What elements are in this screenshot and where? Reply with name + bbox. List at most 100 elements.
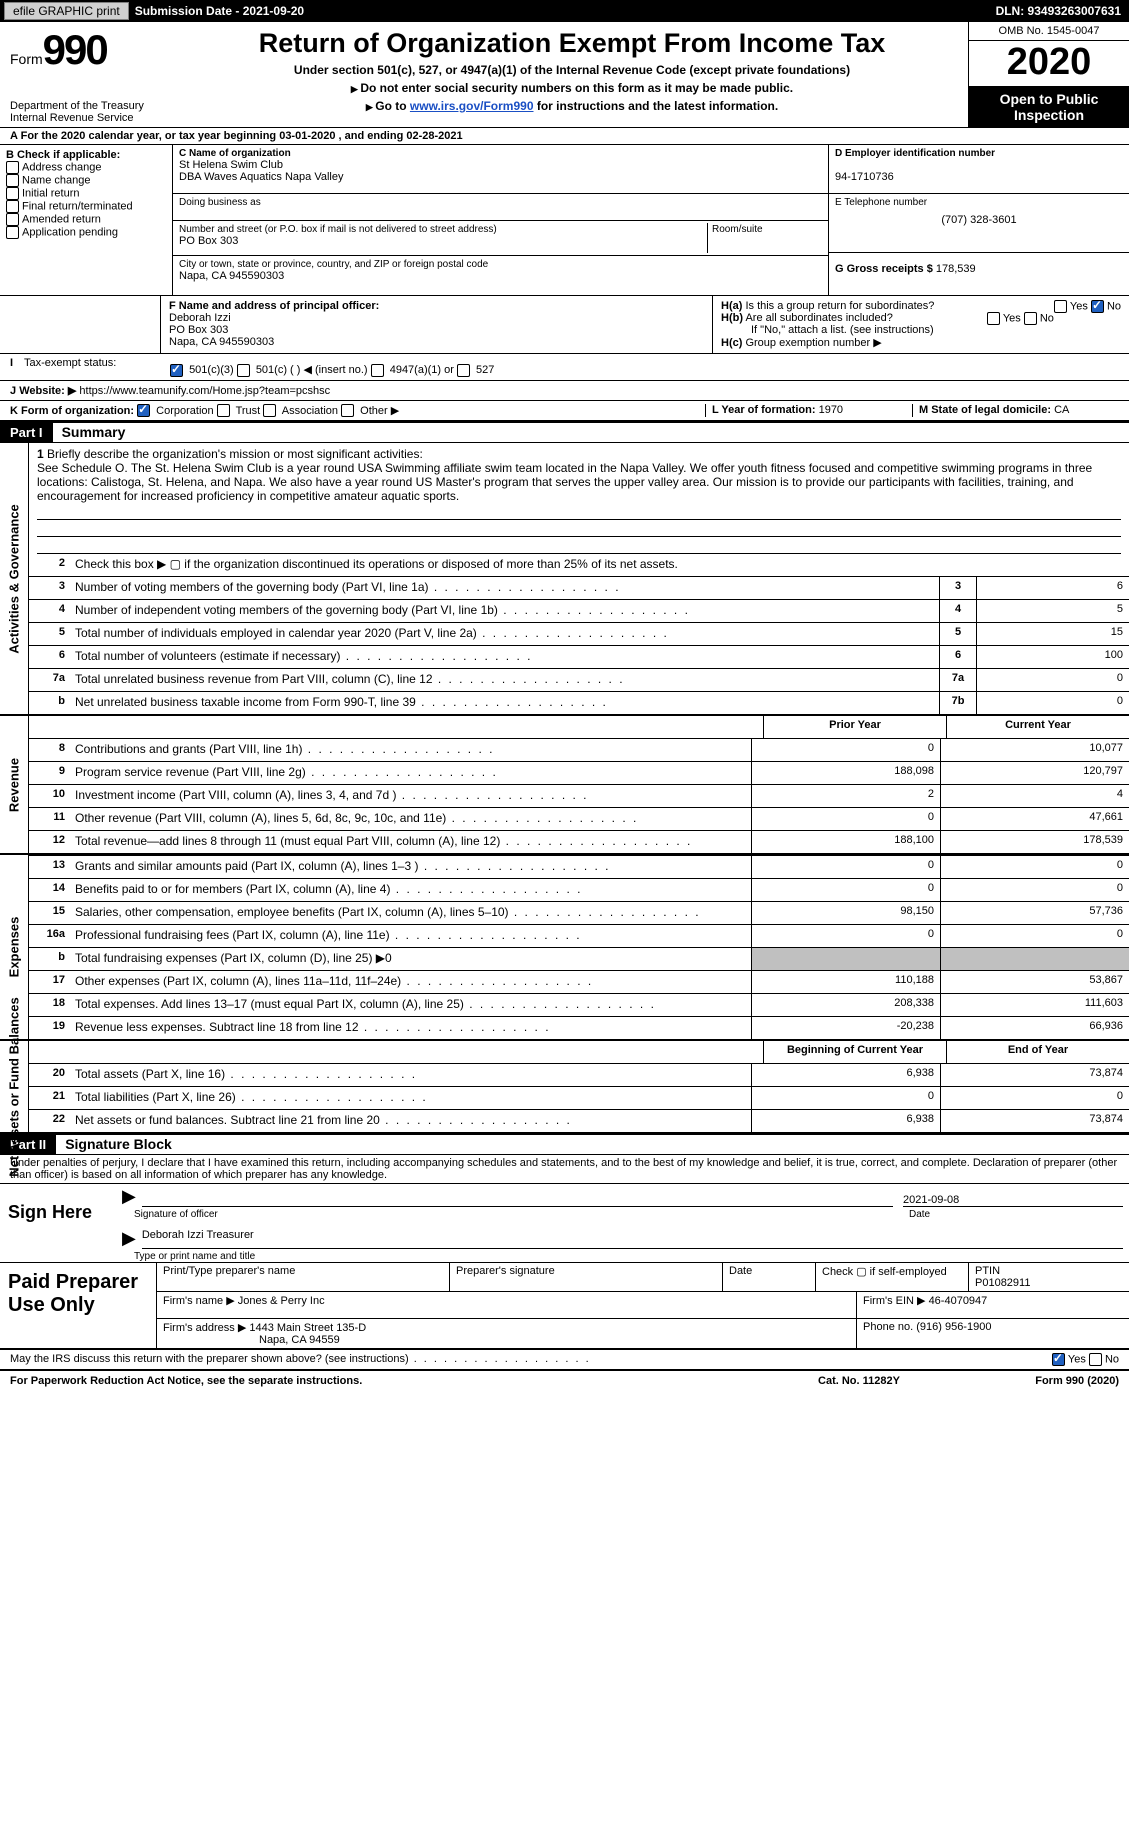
e-phone-label: E Telephone number [835,197,927,208]
form-ref: Form 990 (2020) [959,1375,1119,1387]
firm-ein: 46-4070947 [929,1295,988,1307]
col-current-year: Current Year [946,716,1129,738]
irs-link[interactable]: www.irs.gov/Form990 [410,99,534,113]
col-end-year: End of Year [946,1041,1129,1063]
financial-line: 12 Total revenue—add lines 8 through 11 … [29,830,1129,853]
financial-line: 8 Contributions and grants (Part VIII, l… [29,738,1129,761]
summary-line: 6 Total number of volunteers (estimate i… [29,645,1129,668]
perjury-statement: Under penalties of perjury, I declare th… [0,1155,1129,1184]
org-dba: DBA Waves Aquatics Napa Valley [179,171,343,183]
omb-number: OMB No. 1545-0047 [969,22,1129,41]
dba-label: Doing business as [179,197,261,208]
ein-value: 94-1710736 [835,171,894,183]
section-activities-governance: Activities & Governance 1 Briefly descri… [0,443,1129,716]
ha-no[interactable] [1091,300,1104,313]
tax-year: 2020 [969,41,1129,87]
col-b-checkboxes: B Check if applicable: Address change Na… [0,145,173,295]
d-ein-label: D Employer identification number [835,148,995,159]
chk-4947[interactable] [371,364,384,377]
sign-here-block: Sign Here ▶ 2021-09-08 Signature of offi… [0,1184,1129,1263]
chk-527[interactable] [457,364,470,377]
vtab-activities: Activities & Governance [7,504,22,654]
.sign-here-label: Sign Here [0,1184,116,1262]
discuss-yes[interactable] [1052,1353,1065,1366]
financial-line: 22 Net assets or fund balances. Subtract… [29,1109,1129,1132]
firm-addr1: 1443 Main Street 135-D [249,1322,366,1334]
name-arrow-icon: ▶ [122,1228,142,1249]
chk-amended-return[interactable]: Amended return [6,213,166,226]
ha-yes[interactable] [1054,300,1067,313]
paid-preparer-label: Paid Preparer Use Only [0,1263,156,1348]
f-officer: F Name and address of principal officer:… [161,296,713,353]
state-domicile: CA [1054,404,1069,416]
chk-501c[interactable] [237,364,250,377]
row-klm: K Form of organization: Corporation Trus… [0,401,1129,423]
financial-line: 13 Grants and similar amounts paid (Part… [29,855,1129,878]
identity-block: B Check if applicable: Address change Na… [0,145,1129,296]
addr-label: Number and street (or P.O. box if mail i… [179,224,497,235]
open-to-public: Open to Public Inspection [969,87,1129,127]
summary-line: 2 Check this box ▶ ▢ if the organization… [29,554,1129,576]
hb-yes[interactable] [987,312,1000,325]
summary-line: 5 Total number of individuals employed i… [29,622,1129,645]
page-footer: For Paperwork Reduction Act Notice, see … [0,1371,1129,1391]
vtab-revenue: Revenue [7,758,22,812]
cat-no: Cat. No. 11282Y [759,1375,959,1387]
efile-print-button[interactable]: efile GRAPHIC print [4,2,129,20]
c-name-label: C Name of organization [179,148,291,159]
year-formation: 1970 [819,404,843,416]
form-number: Form990 [10,26,170,74]
chk-final-return[interactable]: Final return/terminated [6,200,166,213]
hb-no[interactable] [1024,312,1037,325]
discuss-no[interactable] [1089,1353,1102,1366]
department-label: Department of the Treasury Internal Reve… [10,100,170,124]
org-street: PO Box 303 [179,235,238,247]
chk-corporation[interactable] [137,404,150,417]
prep-name-header: Print/Type preparer's name [157,1263,450,1291]
financial-line: 10 Investment income (Part VIII, column … [29,784,1129,807]
officer-addr2: Napa, CA 945590303 [169,336,274,348]
chk-trust[interactable] [217,404,230,417]
financial-line: 18 Total expenses. Add lines 13–17 (must… [29,993,1129,1016]
firm-addr2: Napa, CA 94559 [163,1334,340,1346]
website-url: https://www.teamunify.com/Home.jsp?team=… [79,385,330,397]
top-bar: efile GRAPHIC print Submission Date - 20… [0,0,1129,22]
chk-initial-return[interactable]: Initial return [6,187,166,200]
mission-block: 1 Briefly describe the organization's mi… [29,443,1129,554]
financial-line: 14 Benefits paid to or for members (Part… [29,878,1129,901]
chk-application-pending[interactable]: Application pending [6,226,166,239]
form-header: Form990 Department of the Treasury Inter… [0,22,1129,128]
firm-phone: (916) 956-1900 [916,1321,991,1333]
chk-name-change[interactable]: Name change [6,174,166,187]
officer-name: Deborah Izzi [169,312,231,324]
summary-line: 3 Number of voting members of the govern… [29,576,1129,599]
section-revenue: Revenue Prior Year Current Year 8 Contri… [0,716,1129,855]
org-name: St Helena Swim Club [179,159,283,171]
chk-other-org[interactable] [341,404,354,417]
sig-date-value: 2021-09-08 [903,1194,1123,1207]
room-label: Room/suite [712,224,763,235]
city-label: City or town, state or province, country… [179,259,488,270]
gross-receipts: 178,539 [936,263,976,275]
part-ii-header: Part II Signature Block [0,1134,1129,1155]
officer-signature-field[interactable] [142,1187,893,1207]
financial-line: 20 Total assets (Part X, line 16) 6,938 … [29,1063,1129,1086]
signature-arrow-icon: ▶ [122,1186,142,1207]
financial-line: b Total fundraising expenses (Part IX, c… [29,947,1129,970]
h-note: If "No," attach a list. (see instruction… [721,324,1121,336]
chk-address-change[interactable]: Address change [6,161,166,174]
financial-line: 11 Other revenue (Part VIII, column (A),… [29,807,1129,830]
h-group-return: H(a) Is this a group return for subordin… [713,296,1129,353]
vtab-net-assets: Net Assets or Fund Balances [7,997,22,1176]
chk-association[interactable] [263,404,276,417]
ssn-warning: Do not enter social security numbers on … [182,81,962,95]
org-city: Napa, CA 945590303 [179,270,284,282]
section-net-assets: Net Assets or Fund Balances Beginning of… [0,1041,1129,1134]
financial-line: 15 Salaries, other compensation, employe… [29,901,1129,924]
col-begin-year: Beginning of Current Year [763,1041,946,1063]
row-i-tax-exempt: I Tax-exempt status: 501(c)(3) 501(c) ( … [0,354,1129,381]
financial-line: 21 Total liabilities (Part X, line 26) 0… [29,1086,1129,1109]
financial-line: 19 Revenue less expenses. Subtract line … [29,1016,1129,1039]
chk-501c3[interactable] [170,364,183,377]
submission-date: Submission Date - 2021-09-20 [135,4,304,18]
